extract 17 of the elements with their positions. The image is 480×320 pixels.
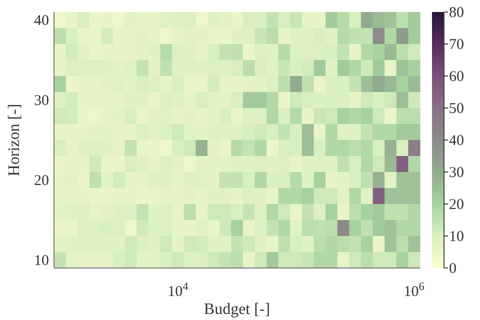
color-bar-label: 70 (449, 37, 464, 53)
y-tick-label: 30 (34, 93, 49, 109)
y-axis-title: Horizon [-] (6, 104, 23, 176)
color-bar-label: 40 (449, 133, 464, 149)
color-bar-label: 30 (449, 165, 464, 181)
color-bar-label: 80 (449, 5, 464, 21)
y-tick-label: 20 (34, 173, 49, 189)
x-tick-label: 10$^{6}$ (404, 281, 425, 300)
color-bar-label: 20 (449, 197, 464, 213)
y-tick-label: 10 (34, 253, 49, 269)
color-bar-label: 60 (449, 69, 464, 85)
color-bar-label: 0 (449, 261, 456, 277)
x-tick-label: 10$^{4}$ (168, 281, 189, 300)
color-bar-label: 10 (449, 229, 464, 245)
x-axis-title: Budget [-] (204, 301, 270, 318)
y-tick-label: 40 (34, 13, 49, 29)
color-bar-label: 50 (449, 101, 464, 117)
